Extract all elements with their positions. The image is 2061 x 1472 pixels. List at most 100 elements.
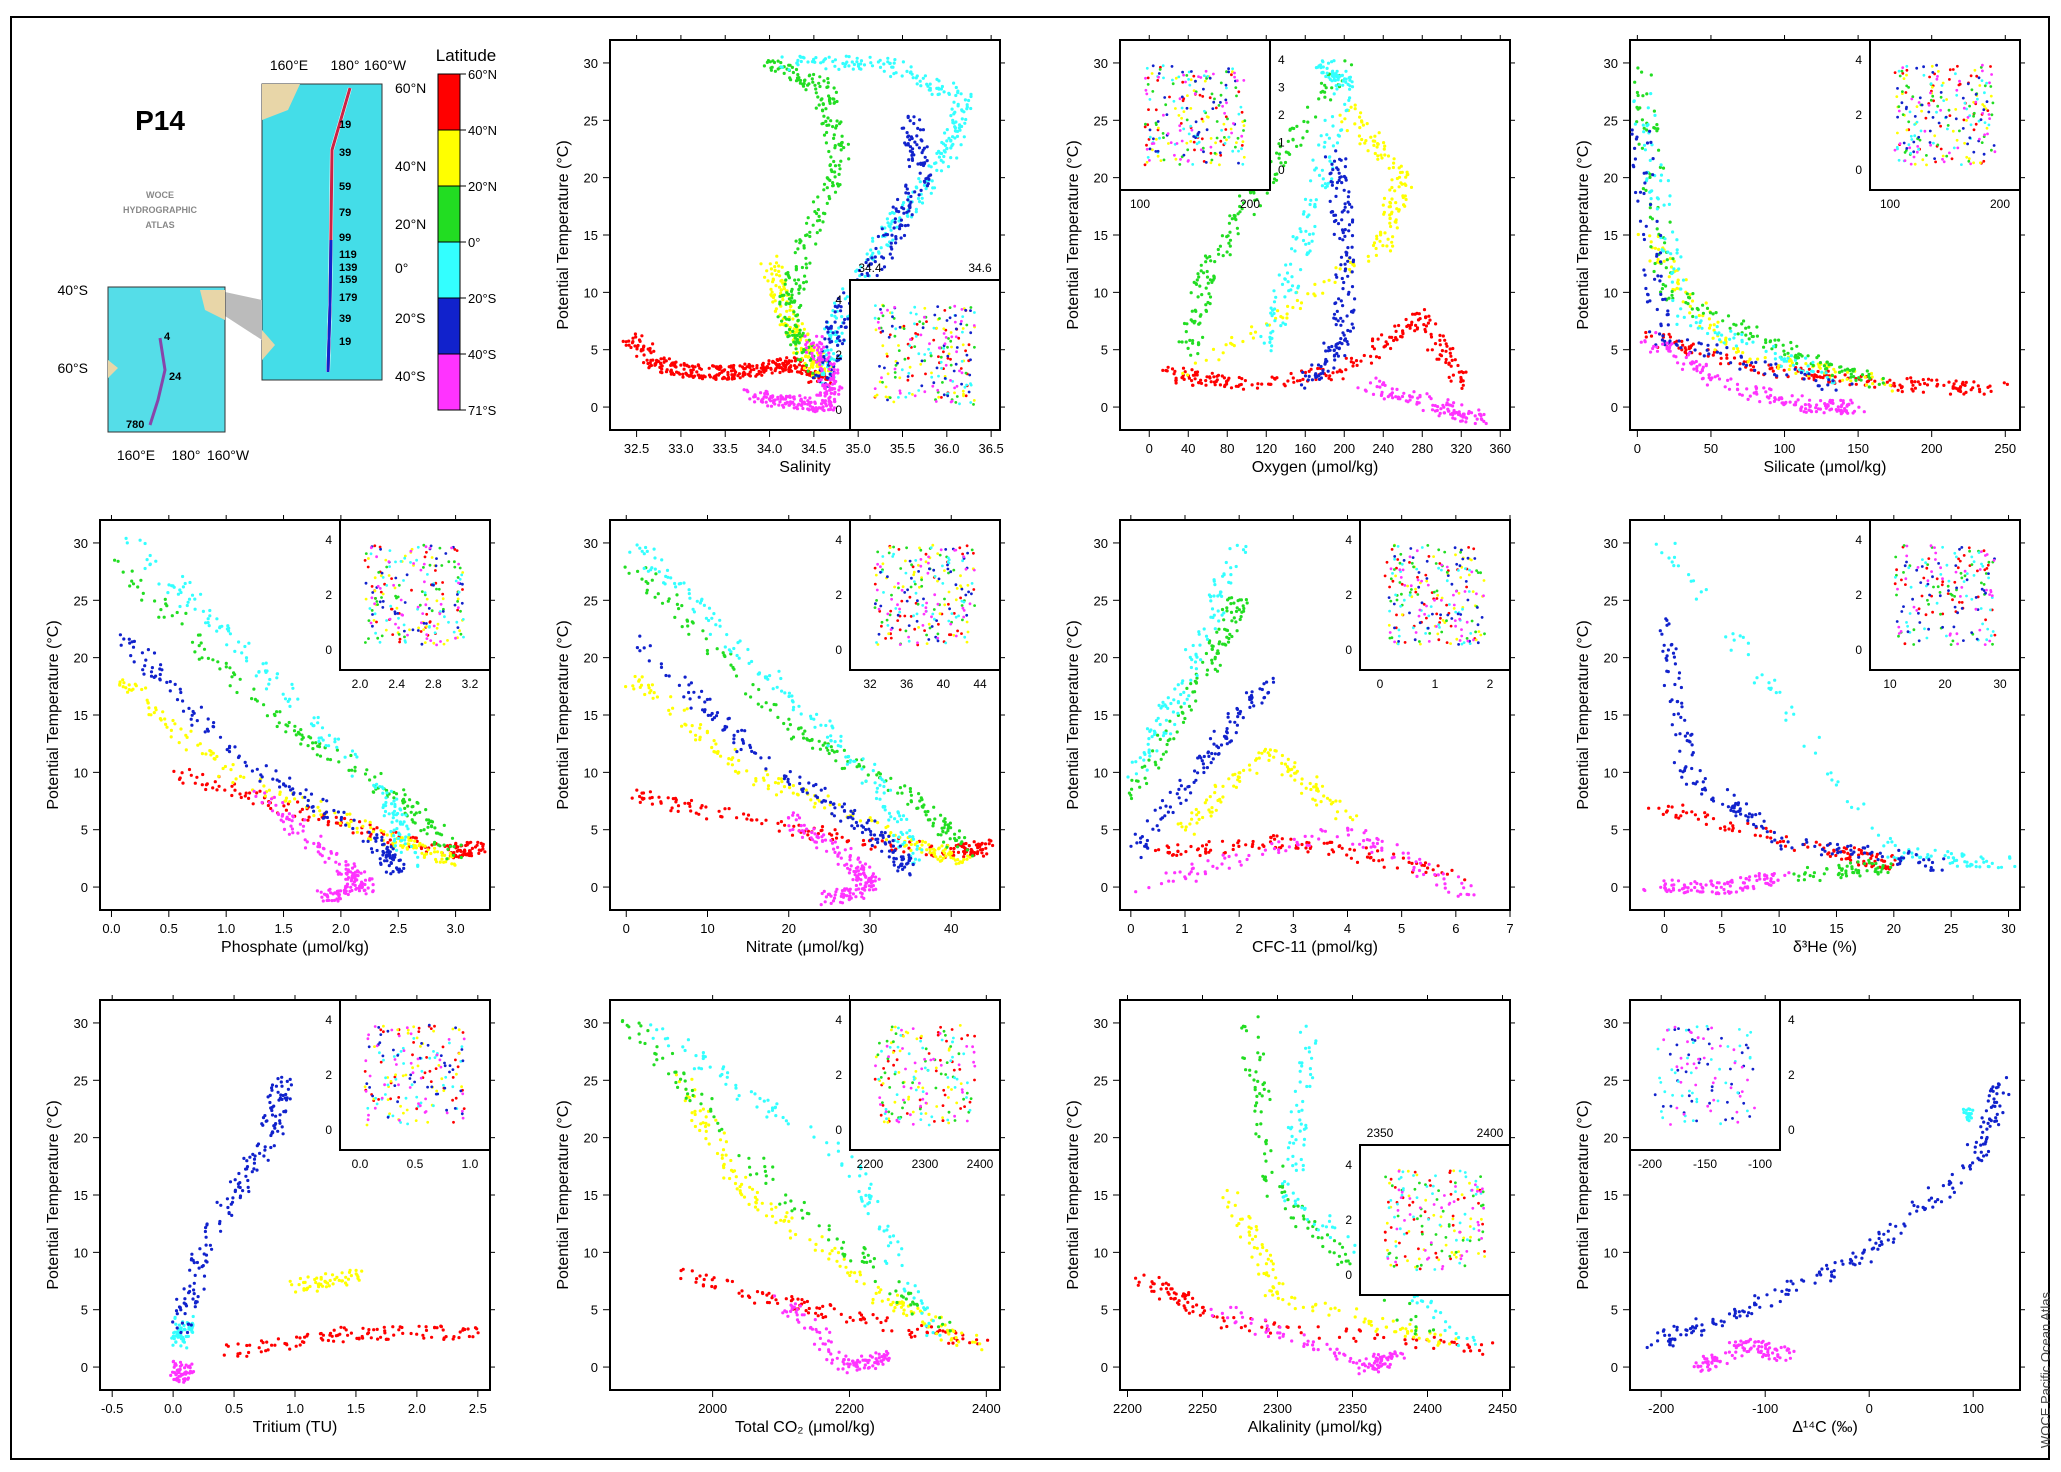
data-point [1976,384,1980,388]
data-point [371,790,375,794]
inset-point [942,350,945,354]
data-point [125,541,129,545]
inset-point [1897,105,1901,108]
data-point [438,832,442,836]
data-point [1445,403,1449,407]
data-point [1651,173,1655,177]
data-point [1253,330,1258,334]
data-point [788,308,792,312]
data-point [634,335,638,339]
inset-point [1965,155,1969,159]
data-point [784,324,788,328]
inset-point [1184,80,1187,84]
data-point [918,171,922,175]
data-point [388,838,392,842]
inset-point [1189,107,1193,110]
data-point [920,201,925,205]
data-point [652,349,656,353]
data-point [826,383,830,387]
inset-point [1989,85,1993,88]
data-point [424,808,428,812]
data-point [481,847,485,851]
data-point [1333,353,1337,357]
inset-point [1946,127,1949,131]
data-point [1744,326,1748,330]
data-point [200,656,204,660]
inset-point [1219,153,1223,157]
data-point [1322,145,1326,149]
data-point [824,119,828,123]
data-point [1341,238,1345,242]
data-point [879,246,883,250]
data-point [766,404,770,408]
data-point [866,258,870,262]
data-point [1671,257,1675,261]
data-point [1857,405,1861,409]
data-point [225,643,229,647]
x-tick-label: 280 [1411,441,1433,456]
data-point [1372,143,1376,147]
data-point [756,397,760,401]
inset-point [1958,82,1962,86]
inset-point [1928,129,1932,133]
data-point [759,262,763,266]
data-point [1857,376,1861,380]
data-point [965,107,969,111]
data-point [698,376,702,380]
data-point [1273,172,1277,177]
data-point [918,79,922,83]
data-point [326,757,330,761]
data-point [1343,117,1347,121]
data-point [1237,375,1241,380]
inset-point [923,353,927,356]
data-point [206,656,210,661]
data-point [727,377,731,381]
inset-point [1969,74,1973,78]
inset-point [1909,162,1913,166]
data-point [1817,365,1821,369]
inset-point [1237,149,1240,153]
data-point [116,559,120,563]
inset-point [950,335,954,339]
data-point [755,364,759,368]
data-point [787,276,792,280]
data-point [823,212,827,216]
data-point [851,67,855,71]
data-point [631,336,635,340]
data-point [839,309,843,313]
data-point [919,188,923,192]
data-point [1329,180,1333,184]
data-point [1822,364,1826,368]
data-point [433,846,437,850]
data-point [1756,357,1760,361]
data-point [1800,405,1804,409]
data-point [316,721,320,725]
inset-point [1972,150,1976,154]
data-point [316,744,320,748]
data-point [947,136,951,140]
inset-point [918,320,922,323]
data-point [1429,332,1433,336]
data-point [912,153,916,157]
data-point [261,662,265,666]
atlas-text: WOCE [146,190,174,200]
data-point [864,260,868,265]
inset-point [1240,110,1244,114]
data-point [766,279,770,283]
data-point [807,338,811,342]
data-point [1670,342,1674,346]
data-point [157,582,161,586]
data-point [814,87,818,91]
data-point [784,302,788,306]
data-point [824,67,828,71]
inset-point [1982,159,1986,163]
data-point [1671,298,1675,303]
data-point [840,134,844,138]
data-point [1771,369,1775,373]
data-point [1374,253,1378,257]
data-point [905,187,909,191]
inset-point [1157,75,1160,79]
data-point [1350,245,1354,249]
inset-point [1913,134,1917,138]
